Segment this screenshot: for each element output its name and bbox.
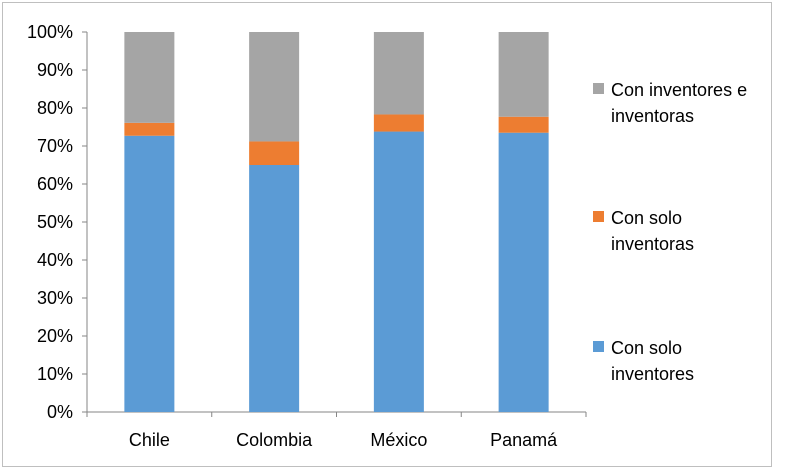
bar-chile-series-2: [124, 32, 175, 123]
stacked-bar-chart: 0%10%20%30%40%50%60%70%80%90%100% Chile C…: [27, 22, 587, 450]
bar-méxico-series-2: [373, 32, 424, 115]
legend-label: Con solo inventores: [611, 338, 695, 384]
y-tick-labels: 0% 10% 20% 30% 40% 50% 60% 70% 80% 90% 100%: [27, 22, 73, 422]
legend-item-con-inventores-e-inventoras: Con inventores e inventoras: [593, 77, 766, 129]
legend-swatch-gray: [593, 83, 604, 94]
bar-colombia-series-1: [249, 141, 300, 165]
x-tick-label: México: [370, 430, 427, 450]
legend-swatch-orange: [593, 211, 604, 222]
y-tick-label: 40%: [37, 250, 73, 270]
x-tick-labels: Chile Colombia México Panamá: [129, 430, 558, 450]
y-tick-label: 60%: [37, 174, 73, 194]
bars: [124, 32, 549, 413]
y-tick-label: 90%: [37, 60, 73, 80]
chart-frame: 0% 10% 20% 30% 40% 50% 60% 70% 80% 90% 100% Chile C…: [2, 2, 772, 467]
y-tick-label: 30%: [37, 288, 73, 308]
legend-label: Con inventores e inventoras: [611, 80, 748, 126]
x-tick-label: Chile: [129, 430, 170, 450]
legend-swatch-blue: [593, 341, 604, 352]
bar-méxico-series-0: [373, 131, 424, 412]
y-tick-label: 0%: [47, 402, 73, 422]
y-tick-label: 100%: [27, 22, 73, 42]
bar-chile-series-0: [124, 135, 175, 413]
bar-chile-series-1: [124, 122, 175, 136]
bar-colombia-series-2: [249, 32, 300, 142]
bar-panamá-series-0: [498, 132, 549, 412]
y-tick-label: 10%: [37, 364, 73, 384]
x-tick-label: Colombia: [236, 430, 313, 450]
y-tick-label: 50%: [37, 212, 73, 232]
y-tick-label: 70%: [37, 136, 73, 156]
legend-item-con-solo-inventoras: Con solo inventoras: [593, 205, 766, 257]
x-tick-label: Panamá: [490, 430, 558, 450]
bar-méxico-series-1: [373, 114, 424, 132]
legend-label: Con solo inventoras: [611, 208, 695, 254]
y-tick-label: 80%: [37, 98, 73, 118]
bar-colombia-series-0: [249, 165, 300, 412]
y-tick-label: 20%: [37, 326, 73, 346]
legend-item-con-solo-inventores: Con solo inventores: [593, 335, 766, 387]
bar-panamá-series-2: [498, 32, 549, 117]
bar-panamá-series-1: [498, 116, 549, 133]
